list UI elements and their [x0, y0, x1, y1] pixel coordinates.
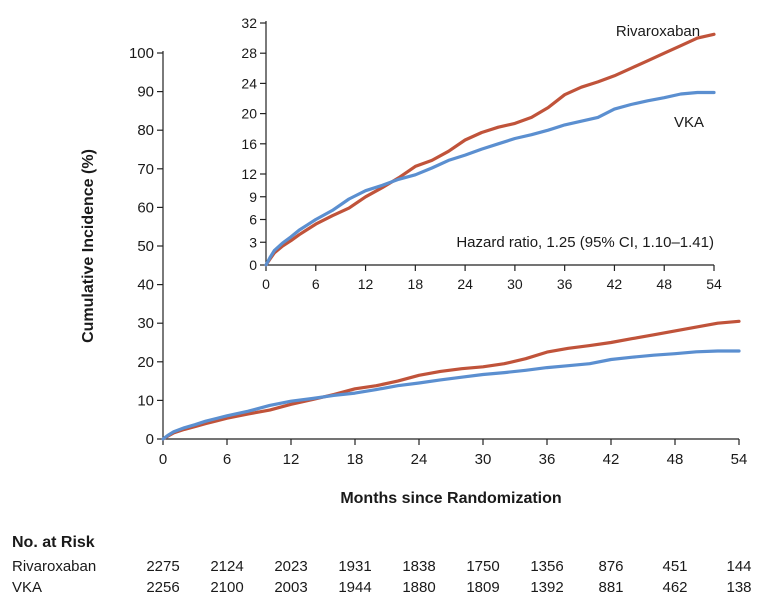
inset-y-tick-label: 9: [249, 189, 257, 205]
risk-table: No. at Risk Rivaroxaban 2275 2124 2023 1931 18…: [12, 534, 752, 596]
main-x-tick-label: 36: [539, 451, 556, 468]
main-x-tick-label: 42: [603, 451, 620, 468]
inset-x-tick-label: 36: [557, 276, 573, 292]
inset-x-tick-label: 0: [262, 276, 270, 292]
main-x-tick-label: 0: [159, 451, 167, 468]
risk-row-label: Rivaroxaban: [12, 558, 96, 575]
main-series-rivaroxaban-line: [161, 319, 741, 441]
risk-count: 1931: [338, 558, 371, 575]
risk-count: 138: [726, 579, 751, 596]
main-y-tick-label: 20: [137, 354, 154, 371]
risk-count: 462: [662, 579, 687, 596]
inset-y-tick-label: 0: [249, 257, 257, 273]
inset-x-tick-label: 54: [706, 276, 722, 292]
risk-count: 876: [598, 558, 623, 575]
inset-x-tick-label: 24: [457, 276, 473, 292]
main-x-tick-label: 54: [731, 451, 748, 468]
main-series-vka-line: [161, 349, 741, 441]
inset-x-tick-label: 12: [358, 276, 374, 292]
main-y-axis-title: Cumulative Incidence (%): [80, 149, 97, 343]
vka-label: VKA: [674, 114, 704, 131]
risk-count: 1356: [530, 558, 563, 575]
main-x-axis-title: Months since Randomization: [340, 490, 561, 507]
main-x-tick-label: 24: [411, 451, 428, 468]
main-x-tick-label: 30: [475, 451, 492, 468]
inset-y-tick-label: 3: [249, 234, 257, 250]
main-x-tick-label: 48: [667, 451, 684, 468]
inset-y-tick-label: 32: [241, 15, 257, 31]
main-x-tick-label: 6: [223, 451, 231, 468]
risk-count: 2003: [274, 579, 307, 596]
risk-table-title: No. at Risk: [12, 534, 95, 551]
inset-x-tick-label: 42: [607, 276, 623, 292]
risk-count: 451: [662, 558, 687, 575]
risk-count: 2100: [210, 579, 243, 596]
risk-count: 2256: [146, 579, 179, 596]
inset-x-tick-label: 6: [312, 276, 320, 292]
risk-count: 1809: [466, 579, 499, 596]
risk-count: 1944: [338, 579, 371, 596]
inset-y-tick-label: 20: [241, 106, 257, 122]
risk-count: 881: [598, 579, 623, 596]
main-y-tick-label: 50: [137, 238, 154, 255]
inset-y-tick-label: 28: [241, 45, 257, 61]
rivaroxaban-label: Rivaroxaban: [616, 23, 700, 40]
main-y-tick-label: 60: [137, 199, 154, 216]
risk-count: 1392: [530, 579, 563, 596]
main-y-tick-label: 0: [146, 431, 154, 448]
inset-series-vka-line: [264, 90, 716, 267]
inset-y-tick-label: 6: [249, 212, 257, 228]
main-y-tick-label: 100: [129, 45, 154, 62]
main-y-tick-label: 90: [137, 84, 154, 101]
main-y-tick-label: 30: [137, 315, 154, 332]
main-x-tick-label: 12: [283, 451, 300, 468]
risk-count: 1838: [402, 558, 435, 575]
main-y-tick-label: 10: [137, 392, 154, 409]
main-y-tick-label: 70: [137, 161, 154, 178]
risk-count: 2023: [274, 558, 307, 575]
hazard-ratio-annotation: Hazard ratio, 1.25 (95% CI, 1.10–1.41): [456, 234, 714, 251]
risk-count: 144: [726, 558, 751, 575]
risk-count: 1750: [466, 558, 499, 575]
risk-count: 2275: [146, 558, 179, 575]
main-y-tick-label: 80: [137, 122, 154, 139]
risk-count: 1880: [402, 579, 435, 596]
inset-y-tick-label: 24: [241, 75, 257, 91]
inset-x-tick-label: 30: [507, 276, 523, 292]
main-x-tick-label: 18: [347, 451, 364, 468]
risk-count: 2124: [210, 558, 243, 575]
inset-series-rivaroxaban-line: [264, 32, 716, 267]
inset-y-tick-label: 16: [241, 136, 257, 152]
inset-x-tick-label: 18: [408, 276, 424, 292]
inset-x-tick-label: 48: [656, 276, 672, 292]
main-y-tick-label: 40: [137, 277, 154, 294]
inset-background: [266, 17, 720, 267]
inset-y-tick-label: 12: [241, 166, 257, 182]
risk-row-label: VKA: [12, 579, 42, 596]
